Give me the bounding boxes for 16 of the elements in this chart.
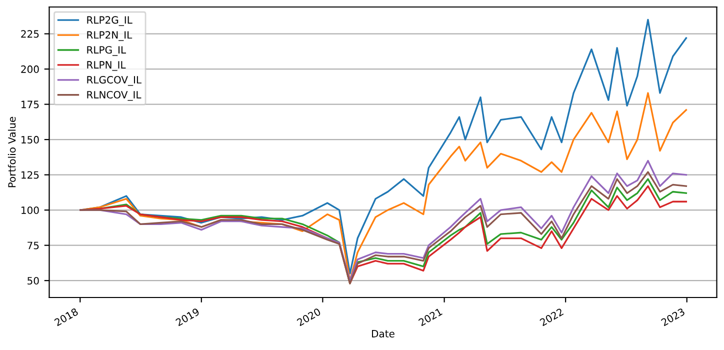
legend-label: RLNCOV_IL — [87, 90, 142, 101]
legend-label: RLP2G_IL — [87, 16, 132, 26]
y-tick-label: 200 — [21, 65, 39, 73]
legend-label: RLPG_IL — [87, 46, 126, 56]
legend-label: RLP2N_IL — [87, 31, 132, 41]
y-tick-label: 225 — [21, 30, 39, 38]
legend-label: RLGCOV_IL — [87, 76, 142, 86]
y-tick-label: 175 — [22, 100, 39, 108]
y-axis-title: Portfolio Value — [8, 116, 16, 188]
x-axis-title: Date — [372, 330, 394, 338]
y-tick-label: 100 — [22, 206, 39, 214]
y-tick-label: 125 — [22, 171, 39, 179]
y-tick-label: 75 — [28, 242, 39, 250]
legend-label: RLPN_IL — [87, 61, 126, 71]
y-tick-label: 50 — [28, 276, 39, 285]
y-tick-label: 150 — [22, 136, 39, 144]
